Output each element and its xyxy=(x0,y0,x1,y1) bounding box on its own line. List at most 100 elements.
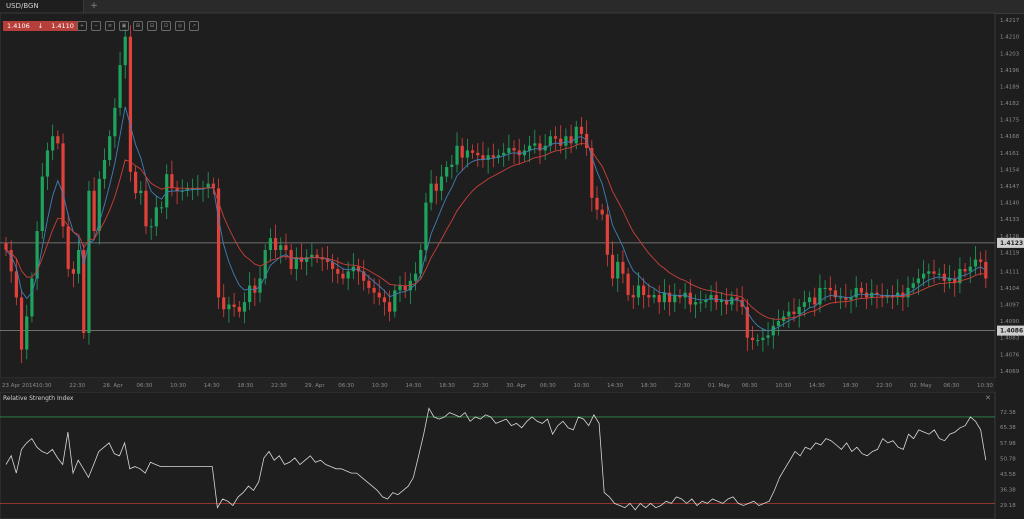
candle-down xyxy=(942,273,946,281)
rsi-tick-label: 57.98 xyxy=(1000,441,1016,447)
candle-down xyxy=(590,148,594,198)
ma-slow-line xyxy=(5,142,986,320)
price-tick-label: 1.4168 xyxy=(1000,134,1020,140)
layout-icon[interactable]: ⊟ xyxy=(147,21,157,31)
candle-down xyxy=(844,297,848,300)
time-tick-label: 06:30 xyxy=(338,383,354,389)
screenshot-icon[interactable]: ⊡ xyxy=(161,21,171,31)
candle-down xyxy=(253,285,257,293)
candle-up xyxy=(947,278,952,281)
price-tick-label: 1.4210 xyxy=(1000,35,1020,41)
candle-up xyxy=(502,152,506,156)
candle-down xyxy=(232,304,236,307)
chart-toolbar: + − ≡ ▣ ⊞ ⊟ ⊡ ◎ ↗ xyxy=(77,21,199,31)
time-tick-label: 06:30 xyxy=(540,383,556,389)
time-tick-label: 02. May xyxy=(910,383,933,389)
candle-up xyxy=(839,297,843,299)
candle-up xyxy=(398,285,402,291)
candle-down xyxy=(714,295,718,303)
candle-up xyxy=(507,148,511,153)
candle-down xyxy=(553,136,558,139)
candle-down xyxy=(14,271,18,298)
candle-down xyxy=(19,297,24,350)
rsi-tick-label: 50.78 xyxy=(1000,456,1016,462)
candle-up xyxy=(730,297,734,305)
time-tick-label: 22:30 xyxy=(69,383,85,389)
time-tick-label: 14:30 xyxy=(405,383,421,389)
candle-down xyxy=(481,155,485,160)
candle-up xyxy=(118,65,122,108)
candle-down xyxy=(356,266,361,272)
draw-tool-icon[interactable]: ↗ xyxy=(189,21,199,31)
add-tab-button[interactable]: + xyxy=(90,1,98,11)
ask-price: 1.4110 xyxy=(47,21,78,31)
time-tick-label: 14:30 xyxy=(809,383,825,389)
candle-down xyxy=(631,295,635,298)
candle-down xyxy=(610,254,615,279)
zoom-out-icon[interactable]: − xyxy=(91,21,101,31)
candle-up xyxy=(916,278,921,284)
time-tick-label: 18:30 xyxy=(641,383,657,389)
zoom-in-icon[interactable]: + xyxy=(77,21,87,31)
candle-down xyxy=(273,238,278,251)
candle-down xyxy=(133,171,138,194)
tab-usdbgn[interactable]: USD/BGN xyxy=(0,0,84,13)
candle-down xyxy=(600,209,604,215)
candle-up xyxy=(450,164,454,168)
candle-down xyxy=(605,214,609,255)
price-tick-label: 1.4140 xyxy=(1000,201,1020,207)
price-tick-label: 1.4154 xyxy=(1000,167,1020,173)
candle-down xyxy=(211,183,215,189)
time-tick-label: 14:30 xyxy=(607,383,623,389)
candle-down xyxy=(434,183,438,191)
time-tick-label: 29. Apr xyxy=(305,383,326,389)
candle-up xyxy=(113,107,117,137)
candle-up xyxy=(574,126,578,144)
time-tick-label: 06:30 xyxy=(136,383,152,389)
time-tick-label: 30. Apr xyxy=(506,383,527,389)
price-tick-label: 1.4083 xyxy=(1000,336,1020,342)
candle-down xyxy=(325,259,330,262)
rsi-close-icon[interactable]: ✕ xyxy=(985,394,991,402)
price-tick-label: 1.4147 xyxy=(1000,184,1020,190)
candle-down xyxy=(56,136,60,144)
candle-down xyxy=(559,138,563,146)
candle-up xyxy=(455,145,459,165)
candle-up xyxy=(802,302,806,307)
candle-up xyxy=(45,150,50,177)
time-tick-label: 06:30 xyxy=(742,383,758,389)
candle-down xyxy=(377,292,381,298)
candle-up xyxy=(937,273,941,275)
chart-type-icon[interactable]: ▣ xyxy=(119,21,129,31)
grid-icon[interactable]: ⊞ xyxy=(133,21,143,31)
rsi-tick-label: 43.58 xyxy=(1000,472,1016,478)
candle-up xyxy=(108,136,112,160)
indicators-icon[interactable]: ≡ xyxy=(105,21,115,31)
candle-down xyxy=(647,295,651,298)
candle-down xyxy=(724,299,729,305)
level-price-badge xyxy=(997,237,1024,248)
candle-up xyxy=(25,316,29,350)
candle-up xyxy=(419,250,423,274)
candle-up xyxy=(756,340,760,342)
candle-down xyxy=(237,306,241,312)
time-tick-label: 22:30 xyxy=(271,383,287,389)
candle-up xyxy=(429,183,433,203)
time-tick-label: 10:30 xyxy=(977,383,993,389)
candle-up xyxy=(719,299,724,303)
candle-up xyxy=(709,295,713,300)
candle-up xyxy=(652,295,656,298)
candle-down xyxy=(735,297,739,300)
lower-level-label: 1.4086 xyxy=(1000,328,1023,335)
settings-icon[interactable]: ◎ xyxy=(175,21,185,31)
candle-down xyxy=(657,295,661,303)
candle-up xyxy=(486,155,490,160)
candle-up xyxy=(496,155,501,158)
candle-down xyxy=(128,36,133,172)
rsi-tick-label: 36.38 xyxy=(1000,488,1016,494)
candle-down xyxy=(828,287,832,291)
candle-up xyxy=(30,278,34,317)
time-tick-label: 14:30 xyxy=(204,383,220,389)
candle-down xyxy=(341,273,345,279)
